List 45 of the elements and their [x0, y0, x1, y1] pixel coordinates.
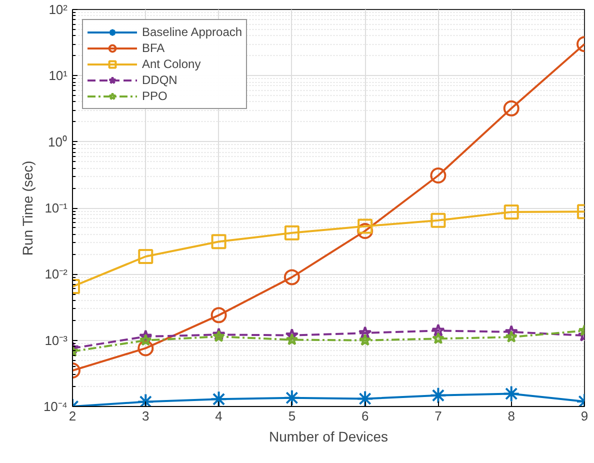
- x-tick-label: 3: [142, 408, 150, 424]
- point: [284, 225, 300, 240]
- point: [284, 269, 300, 286]
- y-tick-label: 10⁻¹: [44, 200, 68, 216]
- y-tick-label: 10⁰: [48, 134, 68, 150]
- x-tick-label: 2: [68, 408, 76, 424]
- y-tick-label: 10⁻²: [44, 266, 68, 282]
- y-tick-label: 10²: [48, 2, 68, 17]
- point: [286, 333, 298, 346]
- legend-label: BFA: [142, 40, 165, 56]
- point: [430, 168, 446, 184]
- point: [138, 340, 154, 356]
- point: [138, 248, 154, 264]
- legend-label: Baseline Approach: [142, 24, 242, 40]
- legend-label: PPO: [142, 88, 168, 104]
- point: [210, 307, 227, 324]
- point: [358, 218, 373, 234]
- x-tick-label: 8: [508, 408, 515, 424]
- x-tick-label: 5: [288, 408, 296, 424]
- legend-label: Ant Colony: [142, 56, 201, 72]
- legend-label: DDQN: [142, 72, 178, 88]
- x-tick-label: 7: [434, 408, 442, 424]
- point: [430, 386, 447, 404]
- x-tick-label: 9: [580, 408, 588, 424]
- point: [503, 100, 520, 116]
- point: [432, 332, 444, 344]
- point: [139, 334, 152, 346]
- x-tick-label: 4: [215, 408, 222, 424]
- point: [502, 385, 520, 402]
- point: [505, 330, 518, 343]
- x-tick-label: 6: [361, 408, 369, 424]
- point: [504, 204, 519, 220]
- point: [210, 390, 228, 406]
- point: [430, 212, 446, 228]
- y-axis-title: Run Time (sec): [19, 160, 36, 256]
- y-tick-label: 10¹: [48, 68, 68, 84]
- x-axis-title: Number of Devices: [268, 428, 388, 444]
- point: [357, 222, 374, 239]
- point: [212, 330, 226, 342]
- point: [358, 334, 372, 346]
- point: [356, 390, 374, 406]
- point: [211, 234, 226, 250]
- point: [283, 389, 300, 406]
- y-tick-label: 10⁻³: [44, 332, 68, 348]
- y-tick-label: 10⁻⁴: [43, 399, 68, 414]
